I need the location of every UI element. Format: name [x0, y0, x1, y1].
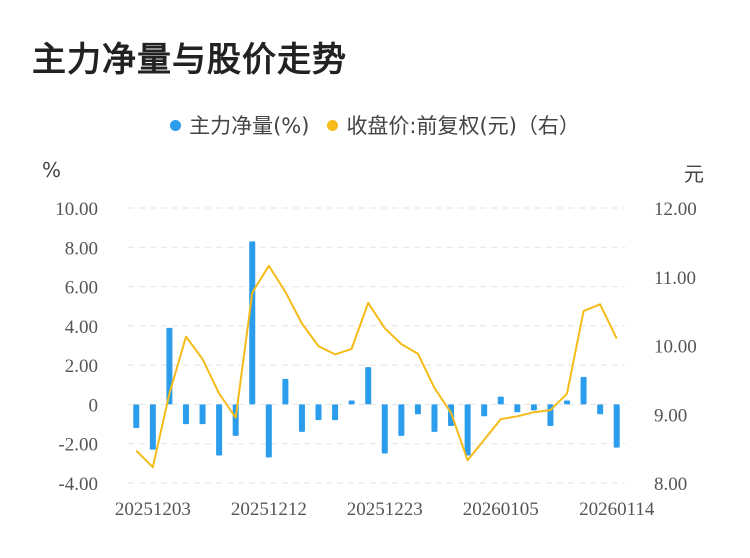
grid-lines [128, 207, 625, 484]
net-volume-bar [464, 404, 471, 456]
net-volume-bar [265, 404, 272, 458]
net-volume-bar [613, 404, 620, 448]
left-axis-tick-label: -2.00 [58, 435, 98, 456]
left-axis-tick-label: 6.00 [65, 278, 98, 299]
net-volume-bar [282, 378, 289, 405]
left-axis-tick-label: -4.00 [58, 474, 98, 495]
left-axis-tick-label: 0 [89, 395, 99, 416]
left-axis-tick-label: 8.00 [65, 238, 98, 259]
net-volume-bar [249, 241, 256, 405]
legend-item-close-price[interactable]: 收盘价:前复权(元)（右） [327, 110, 580, 140]
left-axis-unit: % [42, 158, 62, 182]
right-axis-tick-label: 12.00 [654, 199, 697, 220]
axis-labels: 10.00 8.00 6.00 4.00 2.00 0 -2.00 -4.00 12.00 11.… [55, 199, 697, 520]
net-volume-bar [414, 404, 421, 415]
x-axis-tick-label: 20260105 [463, 499, 539, 520]
chart-title: 主力净量与股价走势 [32, 40, 347, 80]
close-price-line [135, 264, 618, 469]
left-axis-tick-label: 2.00 [65, 356, 98, 377]
net-volume-bars [133, 241, 620, 458]
net-volume-bar [348, 400, 355, 405]
net-volume-bar [431, 404, 438, 432]
legend-item-net-volume[interactable]: 主力净量(%) [170, 110, 309, 140]
net-volume-bar [365, 367, 372, 405]
legend-dot-net-volume [170, 119, 182, 131]
left-axis-tick-label: 4.00 [65, 317, 98, 338]
net-volume-bar [332, 404, 339, 421]
net-volume-bar [398, 404, 405, 436]
right-axis-tick-label: 8.00 [654, 474, 687, 495]
right-axis-unit: 元 [684, 162, 704, 186]
net-volume-bar [298, 404, 305, 432]
x-axis-tick-label: 20251223 [347, 499, 423, 520]
net-volume-bar [149, 404, 156, 450]
net-volume-bar [381, 404, 388, 454]
net-volume-bar [597, 404, 604, 415]
right-axis-tick-label: 10.00 [654, 337, 697, 358]
x-axis-tick-label: 20251203 [115, 499, 191, 520]
net-volume-bar [133, 404, 140, 428]
net-volume-bar [481, 404, 488, 417]
net-volume-bar [216, 404, 223, 456]
net-volume-bar [315, 404, 322, 421]
legend-label-net-volume: 主力净量(%) [189, 114, 310, 138]
left-axis-tick-label: 10.00 [55, 199, 98, 220]
x-axis-tick-label: 20251212 [231, 499, 307, 520]
net-volume-bar [514, 404, 521, 413]
net-volume-bar [530, 404, 537, 411]
chart-legend: 主力净量(%) 收盘价:前复权(元)（右） [0, 110, 750, 140]
close-price-line-group [135, 264, 618, 469]
right-axis-tick-label: 9.00 [654, 405, 687, 426]
net-volume-bar [199, 404, 206, 425]
net-volume-bar [497, 396, 504, 405]
net-volume-bar [564, 400, 571, 405]
x-axis-tick-label: 20260114 [579, 499, 655, 520]
net-volume-bar [580, 376, 587, 405]
net-volume-bar [182, 404, 189, 425]
right-axis-tick-label: 11.00 [654, 268, 696, 289]
legend-label-close-price: 收盘价:前复权(元)（右） [346, 114, 580, 138]
legend-dot-close-price [327, 119, 339, 131]
